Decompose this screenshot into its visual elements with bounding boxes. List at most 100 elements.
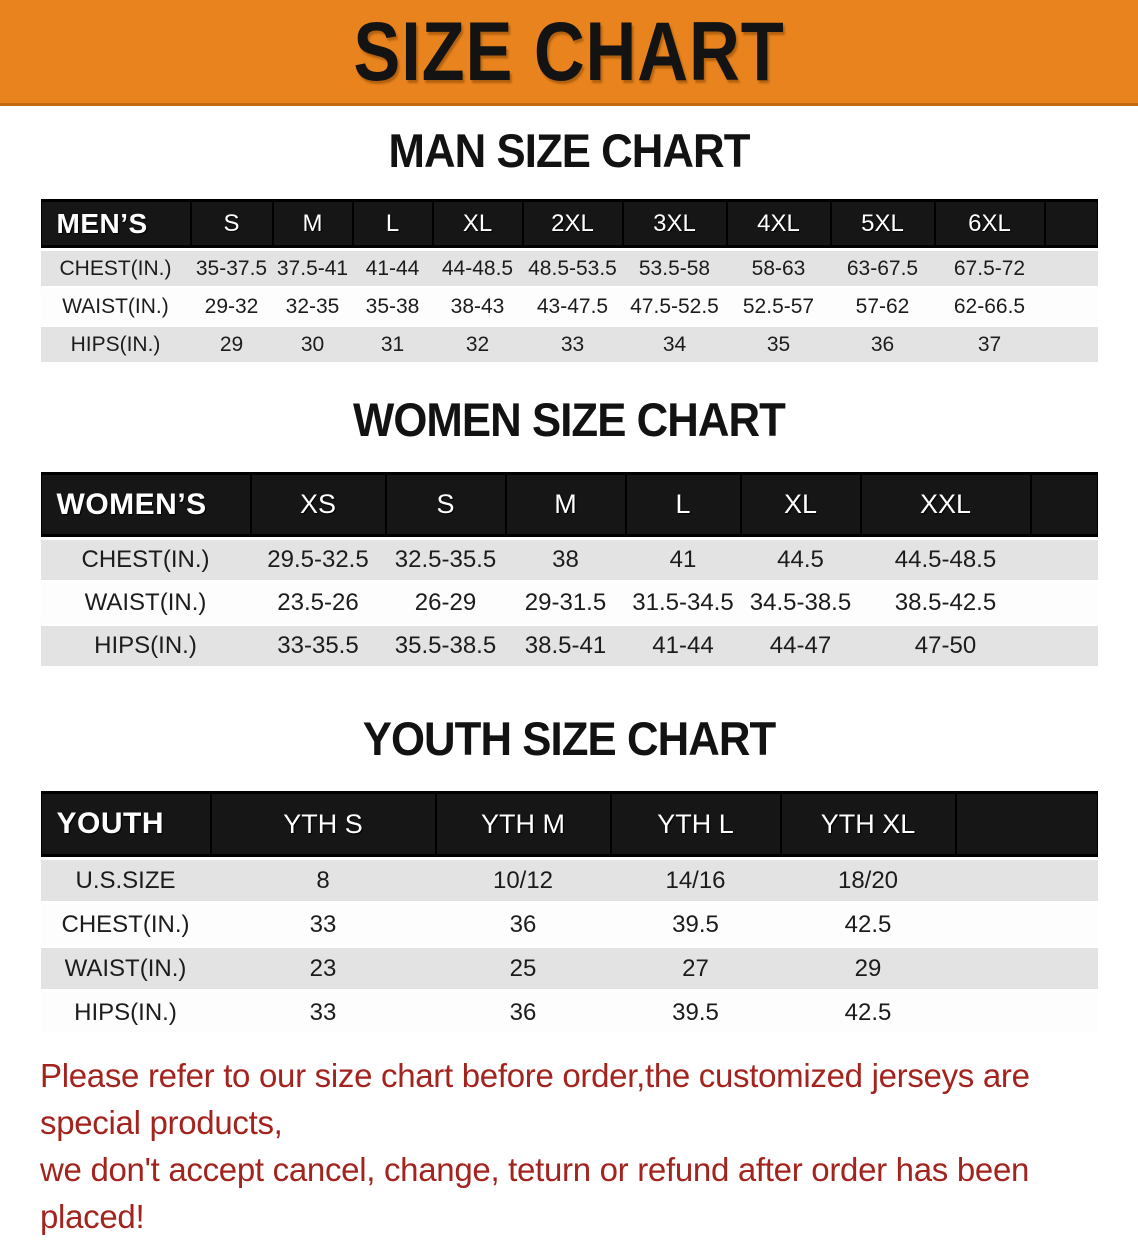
size-value: 41-44 (625, 626, 741, 666)
row-label: HIPS(IN.) (40, 992, 211, 1033)
women-header-row: WOMEN’S XS S M L XL XXL (40, 472, 1098, 537)
row-label: HIPS(IN.) (40, 626, 251, 666)
size-value: 33 (522, 327, 623, 362)
size-value: 47-50 (860, 626, 1031, 666)
size-value: 29 (780, 948, 956, 989)
men-waist-row: WAIST(IN.) 29-32 32-35 35-38 38-43 43-47… (40, 289, 1098, 324)
size-value: 27 (610, 948, 781, 989)
man-size-chart-heading: MAN SIZE CHART (388, 124, 751, 177)
size-value: 42.5 (780, 992, 956, 1033)
size-value: 32-35 (272, 289, 353, 324)
size-value: 35.5-38.5 (385, 626, 506, 666)
size-value: 43-47.5 (522, 289, 623, 324)
size-value: 38 (505, 540, 626, 580)
spacer-cell (1044, 289, 1098, 324)
size-value: 18/20 (780, 860, 956, 901)
size-chart-banner: SIZE CHART (0, 0, 1138, 106)
men-size-col-header: 3XL (622, 199, 727, 248)
size-value: 31.5-34.5 (625, 583, 741, 623)
size-value: 35-38 (352, 289, 433, 324)
spacer-cell (1030, 626, 1098, 666)
size-value: 29.5-32.5 (250, 540, 386, 580)
size-value: 14/16 (610, 860, 781, 901)
disclaimer-line-2: we don't accept cancel, change, teturn o… (40, 1151, 1030, 1235)
men-hips-row: HIPS(IN.) 29 30 31 32 33 34 35 36 37 (40, 327, 1098, 362)
men-size-col-header: 4XL (726, 199, 831, 248)
spacer-cell (955, 904, 1098, 945)
women-size-col-header: M (505, 472, 626, 537)
disclaimer-line-1: Please refer to our size chart before or… (40, 1057, 1030, 1141)
size-value: 37.5-41 (272, 251, 353, 286)
size-value: 33 (210, 904, 436, 945)
women-size-col-header: XS (250, 472, 386, 537)
men-header-row: MEN’S S M L XL 2XL 3XL 4XL 5XL 6XL (40, 199, 1098, 248)
size-value: 44-48.5 (432, 251, 523, 286)
men-size-col-header: 2XL (522, 199, 623, 248)
size-value: 38.5-42.5 (860, 583, 1031, 623)
size-value: 62-66.5 (934, 289, 1045, 324)
men-group-label: MEN’S (40, 199, 191, 248)
women-size-table: WOMEN’S XS S M L XL XXL CHEST(IN.) 29.5-… (40, 469, 1098, 669)
size-value: 35-37.5 (190, 251, 273, 286)
women-waist-row: WAIST(IN.) 23.5-26 26-29 29-31.5 31.5-34… (40, 583, 1098, 623)
youth-size-col-header: YTH XL (780, 791, 956, 857)
size-value: 32 (432, 327, 523, 362)
youth-waist-row: WAIST(IN.) 23 25 27 29 (40, 948, 1098, 989)
women-size-chart-heading: WOMEN SIZE CHART (353, 393, 786, 446)
banner-title: SIZE CHART (353, 4, 785, 98)
spacer-cell (1030, 583, 1098, 623)
women-size-col-header: L (625, 472, 741, 537)
size-value: 48.5-53.5 (522, 251, 623, 286)
size-value: 23 (210, 948, 436, 989)
size-value: 32.5-35.5 (385, 540, 506, 580)
youth-hips-row: HIPS(IN.) 33 36 39.5 42.5 (40, 992, 1098, 1033)
row-label: CHEST(IN.) (40, 540, 251, 580)
spacer-cell (955, 860, 1098, 901)
youth-ussize-row: U.S.SIZE 8 10/12 14/16 18/20 (40, 860, 1098, 901)
order-disclaimer: Please refer to our size chart before or… (40, 1052, 1138, 1240)
women-group-label: WOMEN’S (40, 472, 251, 537)
women-size-col-header: S (385, 472, 506, 537)
size-value: 44.5 (740, 540, 861, 580)
spacer-cell (1044, 327, 1098, 362)
size-value: 57-62 (830, 289, 935, 324)
spacer-cell (1044, 251, 1098, 286)
row-label: WAIST(IN.) (40, 948, 211, 989)
size-value: 30 (272, 327, 353, 362)
men-size-col-header: 6XL (934, 199, 1045, 248)
size-value: 26-29 (385, 583, 506, 623)
men-size-col-header: S (190, 199, 273, 248)
size-value: 35 (726, 327, 831, 362)
size-value: 25 (435, 948, 611, 989)
size-value: 42.5 (780, 904, 956, 945)
youth-size-table: YOUTH YTH S YTH M YTH L YTH XL U.S.SIZE … (40, 788, 1098, 1036)
youth-header-row: YOUTH YTH S YTH M YTH L YTH XL (40, 791, 1098, 857)
size-value: 36 (830, 327, 935, 362)
size-value: 39.5 (610, 904, 781, 945)
size-value: 29 (190, 327, 273, 362)
row-label: U.S.SIZE (40, 860, 211, 901)
size-value: 29-31.5 (505, 583, 626, 623)
men-size-table: MEN’S S M L XL 2XL 3XL 4XL 5XL 6XL CHEST… (40, 196, 1098, 365)
youth-chest-row: CHEST(IN.) 33 36 39.5 42.5 (40, 904, 1098, 945)
size-value: 36 (435, 992, 611, 1033)
size-value: 37 (934, 327, 1045, 362)
youth-size-col-header: YTH L (610, 791, 781, 857)
size-value: 41-44 (352, 251, 433, 286)
size-value: 63-67.5 (830, 251, 935, 286)
size-value: 44.5-48.5 (860, 540, 1031, 580)
youth-size-chart-heading: YOUTH SIZE CHART (362, 712, 776, 765)
spacer-cell (1030, 472, 1098, 537)
size-value: 33-35.5 (250, 626, 386, 666)
spacer-cell (955, 791, 1098, 857)
women-chest-row: CHEST(IN.) 29.5-32.5 32.5-35.5 38 41 44.… (40, 540, 1098, 580)
size-value: 67.5-72 (934, 251, 1045, 286)
size-chart-body: MAN SIZE CHART MEN’S S M L XL 2XL 3XL 4X… (0, 123, 1138, 1240)
size-value: 8 (210, 860, 436, 901)
size-value: 58-63 (726, 251, 831, 286)
size-value: 33 (210, 992, 436, 1033)
size-value: 36 (435, 904, 611, 945)
spacer-cell (1030, 540, 1098, 580)
size-value: 23.5-26 (250, 583, 386, 623)
size-value: 39.5 (610, 992, 781, 1033)
